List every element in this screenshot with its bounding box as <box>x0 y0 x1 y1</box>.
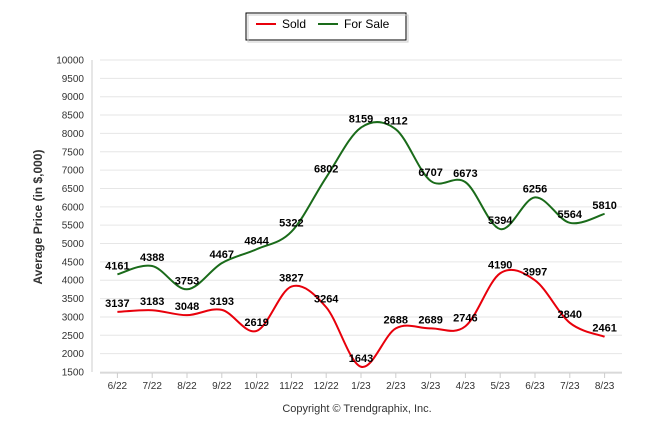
x-tick-label: 5/23 <box>490 381 510 392</box>
x-axis: 6/22 7/22 8/22 9/22 10/22 11/22 12/22 1/23 2/23 3… <box>100 372 622 392</box>
data-label-sold: 3048 <box>175 301 199 313</box>
y-tick-label: 2500 <box>62 331 85 342</box>
legend-shadow <box>247 14 409 43</box>
data-label-for-sale: 4388 <box>140 252 164 264</box>
series-line-for-sale <box>117 121 605 291</box>
y-tick-label: 2000 <box>62 349 85 360</box>
y-tick-label: 6500 <box>62 184 85 195</box>
series-line-sold <box>117 268 605 368</box>
x-tick-label: 8/22 <box>177 381 197 392</box>
legend-label-sold: Sold <box>282 17 306 31</box>
x-tick-label: 4/23 <box>456 381 476 392</box>
data-label-for-sale: 5564 <box>558 209 583 221</box>
legend-box <box>245 12 407 41</box>
y-tick-label: 8000 <box>62 129 85 140</box>
y-tick-label: 7000 <box>62 166 85 177</box>
series-lines <box>117 121 605 368</box>
y-tick-label: 1500 <box>62 368 85 379</box>
y-tick-label: 7500 <box>62 147 85 158</box>
x-tick-label: 7/23 <box>560 381 580 392</box>
data-label-sold: 3827 <box>279 273 303 285</box>
data-label-for-sale: 4467 <box>210 249 234 261</box>
data-label-for-sale: 8112 <box>384 115 408 127</box>
data-label-sold: 2619 <box>244 317 268 329</box>
data-label-for-sale: 4161 <box>105 260 129 272</box>
data-label-sold: 1643 <box>349 353 373 365</box>
x-tick-label: 12/22 <box>314 381 339 392</box>
data-labels: 3137 3183 3048 3193 2619 3827 3264 1643 2688 2689… <box>105 114 617 365</box>
data-label-sold: 2840 <box>558 309 582 321</box>
y-tick-label: 9500 <box>62 74 85 85</box>
y-tick-label: 4500 <box>62 257 85 268</box>
y-tick-label: 3000 <box>62 312 85 323</box>
y-axis-title: Average Price (in $,000) <box>31 150 45 285</box>
data-label-for-sale: 5810 <box>592 200 616 212</box>
y-tick-label: 5500 <box>62 221 85 232</box>
x-tick-label: 1/23 <box>351 381 371 392</box>
data-label-sold: 4190 <box>488 259 512 271</box>
x-tick-label: 8/23 <box>595 381 615 392</box>
y-tick-label: 6000 <box>62 202 85 213</box>
data-label-for-sale: 5322 <box>279 218 303 230</box>
data-label-sold: 2746 <box>453 312 477 324</box>
data-label-sold: 2689 <box>418 314 442 326</box>
x-tick-label: 2/23 <box>386 381 406 392</box>
data-label-for-sale: 5394 <box>488 215 513 227</box>
x-tick-label: 3/23 <box>421 381 441 392</box>
y-tick-label: 9000 <box>62 92 85 103</box>
data-label-sold: 3137 <box>105 298 129 310</box>
y-tick-label: 4000 <box>62 276 85 287</box>
x-tick-label: 7/22 <box>142 381 162 392</box>
gridlines <box>100 59 622 373</box>
x-tick-label: 6/23 <box>525 381 545 392</box>
legend-label-for-sale: For Sale <box>344 17 390 31</box>
legend: Sold For Sale <box>245 12 409 43</box>
y-tick-label: 3500 <box>62 294 85 305</box>
data-label-sold: 3193 <box>210 296 234 308</box>
data-label-sold: 2461 <box>592 323 616 335</box>
y-tick-label: 10000 <box>56 56 84 67</box>
data-label-for-sale: 4844 <box>244 235 269 247</box>
data-label-sold: 3997 <box>523 266 547 278</box>
y-tick-label: 8500 <box>62 111 85 122</box>
data-label-for-sale: 8159 <box>349 114 373 126</box>
y-tick-label: 5000 <box>62 239 85 250</box>
data-label-for-sale: 6707 <box>418 167 442 179</box>
x-tick-label: 6/22 <box>108 381 128 392</box>
copyright-credit: Copyright © Trendgraphix, Inc. <box>282 403 431 415</box>
data-label-for-sale: 3753 <box>175 275 199 287</box>
x-tick-label: 9/22 <box>212 381 232 392</box>
data-label-for-sale: 6673 <box>453 168 477 180</box>
data-label-sold: 2688 <box>384 314 408 326</box>
data-label-sold: 3264 <box>314 293 339 305</box>
data-label-for-sale: 6802 <box>314 163 338 175</box>
x-tick-label: 11/22 <box>279 381 304 392</box>
x-tick-label: 10/22 <box>244 381 269 392</box>
y-axis: 1500 2000 2500 3000 3500 4000 4500 5000 5500 6000… <box>56 56 93 379</box>
data-label-sold: 3183 <box>140 296 164 308</box>
data-label-for-sale: 6256 <box>523 183 547 195</box>
